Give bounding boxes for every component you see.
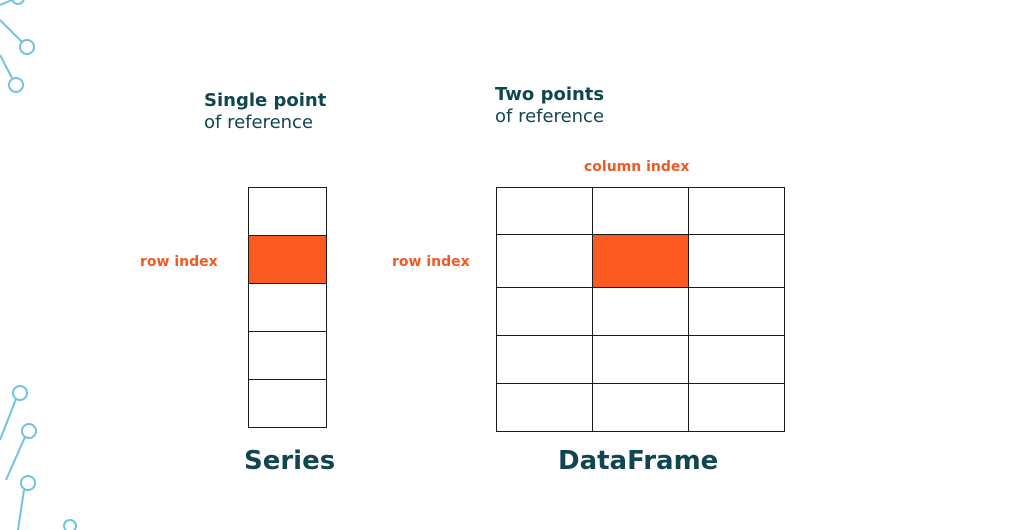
grid-cell xyxy=(592,335,689,384)
grid-cell xyxy=(688,383,785,432)
grid-cell xyxy=(496,187,593,235)
series-row-index-label: row index xyxy=(140,254,218,270)
grid-cell xyxy=(248,283,327,332)
grid-cell xyxy=(496,335,593,384)
dataframe-heading-bold: Two points xyxy=(495,84,605,105)
grid-cell xyxy=(496,383,593,432)
circuit-decoration-bottom xyxy=(0,385,77,530)
grid-cell xyxy=(248,331,327,380)
grid-row xyxy=(248,187,327,236)
grid-row xyxy=(496,234,785,288)
grid-cell xyxy=(592,287,689,336)
series-heading-bold: Single point xyxy=(204,90,327,111)
grid-cell xyxy=(688,234,785,288)
grid-cell xyxy=(688,287,785,336)
grid-cell xyxy=(688,187,785,235)
grid-cell xyxy=(688,335,785,384)
highlighted-cell xyxy=(592,234,689,288)
grid-row xyxy=(496,335,785,384)
grid-row xyxy=(496,187,785,235)
grid-row xyxy=(248,379,327,428)
highlighted-cell xyxy=(248,235,327,284)
dataframe-heading-light: of reference xyxy=(495,105,605,127)
grid-cell xyxy=(592,383,689,432)
dataframe-caption: DataFrame xyxy=(558,446,719,476)
dataframe-row-index-label: row index xyxy=(392,254,470,270)
grid-row xyxy=(496,383,785,432)
grid-cell xyxy=(248,187,327,236)
grid-row xyxy=(248,235,327,284)
grid-row xyxy=(248,331,327,380)
grid-row xyxy=(248,283,327,332)
dataframe-grid xyxy=(496,187,785,432)
grid-row xyxy=(496,287,785,336)
circuit-decoration-top xyxy=(0,0,35,93)
grid-cell xyxy=(496,287,593,336)
grid-cell xyxy=(496,234,593,288)
series-caption: Series xyxy=(244,446,336,476)
series-heading: Single point of reference xyxy=(204,90,326,133)
grid-cell xyxy=(592,187,689,235)
grid-cell xyxy=(248,379,327,428)
series-heading-light: of reference xyxy=(204,111,314,133)
series-grid xyxy=(248,187,327,428)
dataframe-heading: Two points of reference xyxy=(495,84,604,127)
column-index-label: column index xyxy=(584,159,690,175)
